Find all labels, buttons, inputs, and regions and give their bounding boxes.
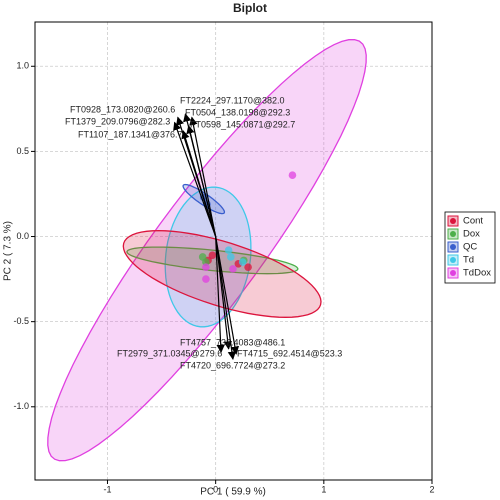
- x-axis-label: PC 1 ( 59.9 %): [200, 487, 266, 498]
- loading-label: FT0928_173.0820@260.6: [70, 104, 175, 114]
- y-tick-label: 0.0: [16, 231, 29, 241]
- x-tick-label: -1: [103, 484, 111, 494]
- legend-marker: [450, 257, 456, 263]
- score-point: [224, 246, 233, 254]
- legend-label: Td: [463, 255, 474, 266]
- confidence-ellipse: [126, 246, 299, 275]
- loading-label: FT4757_732.4083@486.1: [180, 337, 285, 347]
- loading-arrow: [186, 125, 217, 237]
- loading-label: FT0598_145.0871@292.7: [190, 119, 295, 129]
- legend-marker: [450, 270, 456, 276]
- loading-label: FT0504_138.0198@292.3: [185, 107, 290, 117]
- score-point: [238, 258, 247, 266]
- chart-title: Biplot: [233, 1, 267, 15]
- loading-arrow: [215, 236, 225, 354]
- loading-label: FT2979_371.0345@279.6: [117, 348, 222, 358]
- score-point: [202, 275, 210, 283]
- y-tick-label: -1.0: [13, 401, 29, 411]
- legend-label: QC: [463, 242, 477, 253]
- y-tick-label: 1.0: [16, 61, 29, 71]
- loading-arrow: [181, 130, 217, 237]
- x-tick-label: 1: [321, 484, 326, 494]
- loading-label: FT2224_297.1170@382.0: [180, 95, 285, 105]
- loading-arrow: [189, 116, 217, 237]
- loading-arrow: [173, 121, 217, 237]
- score-point: [202, 263, 210, 271]
- loading-label: FT4715_692.4514@523.3: [237, 348, 342, 358]
- loading-label: FT1107_187.1341@376.7: [78, 129, 183, 139]
- y-tick-label: -0.5: [13, 316, 29, 326]
- legend-marker: [450, 244, 456, 250]
- loading-label: FT1379_209.0796@282.3: [65, 116, 170, 126]
- legend-label: Dox: [463, 229, 480, 240]
- plot-frame: [34, 21, 433, 481]
- legend-marker: [450, 218, 456, 224]
- legend-label: Cont: [463, 216, 483, 227]
- score-point: [244, 263, 252, 271]
- x-tick-label: 0: [213, 484, 218, 494]
- loading-arrow: [215, 236, 237, 360]
- x-tick-label: 2: [429, 484, 434, 494]
- loading-arrow: [215, 236, 240, 355]
- legend-marker: [450, 231, 456, 237]
- legend-label: TdDox: [463, 268, 491, 279]
- score-point: [229, 265, 237, 273]
- score-point: [226, 253, 235, 261]
- score-point: [288, 171, 297, 180]
- y-tick-label: 0.5: [16, 146, 29, 156]
- loading-label: FT4720_696.7724@273.2: [180, 360, 285, 370]
- score-point: [208, 251, 217, 260]
- y-axis-label: PC 2 ( 7.3 %): [3, 221, 14, 281]
